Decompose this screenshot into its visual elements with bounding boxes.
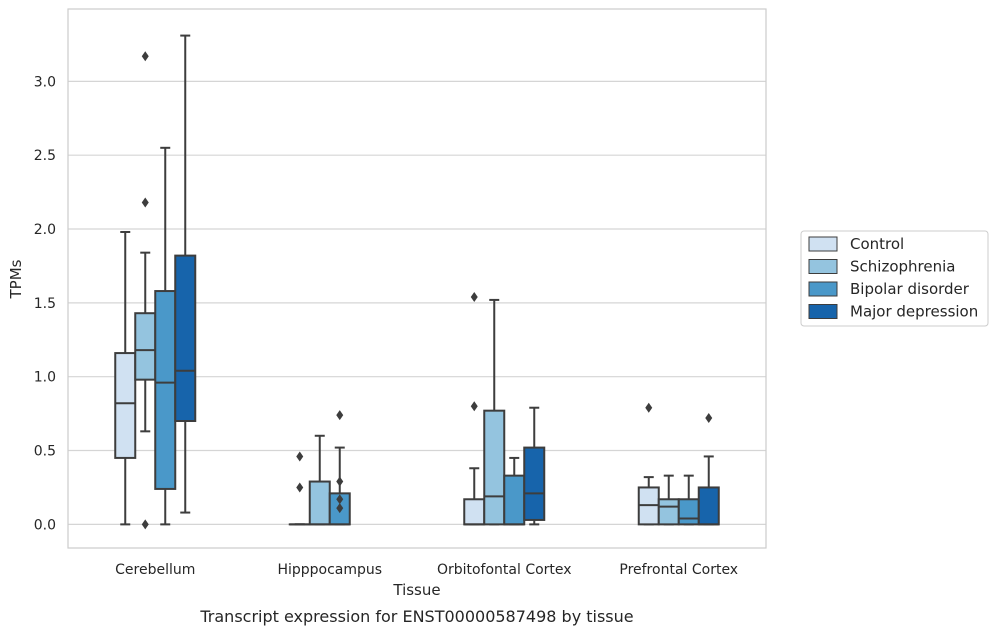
outlier-point — [336, 476, 344, 487]
y-tick-label: 0.0 — [34, 517, 56, 533]
outlier-point — [705, 413, 713, 424]
box-control — [114, 230, 137, 526]
box-plots — [114, 34, 720, 530]
x-tick-label: Prefrontal Cortex — [619, 562, 738, 578]
outlier-point — [470, 401, 478, 412]
box-iqr — [308, 480, 331, 526]
y-tick-label: 3.0 — [34, 74, 56, 90]
box-control — [463, 291, 486, 526]
legend-frame — [800, 230, 989, 327]
box-iqr — [463, 498, 486, 526]
legend-label: Bipolar disorder — [850, 280, 970, 298]
y-axis-label: TPMs — [7, 259, 25, 299]
box-major-depression — [174, 34, 197, 514]
box-control — [288, 451, 311, 526]
outlier-point — [470, 291, 478, 302]
box-bipolar-disorder — [328, 410, 351, 526]
legend-swatch — [808, 259, 838, 274]
box-bipolar-disorder — [677, 474, 700, 526]
legend-label: Schizophrenia — [850, 258, 955, 276]
outlier-point — [336, 503, 344, 514]
outlier-point — [336, 410, 344, 421]
outlier-point — [336, 494, 344, 505]
box-iqr — [503, 474, 526, 526]
y-tick-label: 2.0 — [34, 222, 56, 238]
box-schizophrenia — [483, 298, 506, 526]
y-tick-label: 2.5 — [34, 148, 56, 164]
x-tick-label: Orbitofontal Cortex — [437, 562, 572, 578]
legend: Control Schizophrenia Bipolar disorder Majo… — [800, 230, 989, 327]
outlier-point — [296, 451, 304, 462]
box-iqr — [523, 446, 546, 521]
x-tick-label: Cerebellum — [115, 562, 195, 578]
box-iqr — [657, 498, 680, 526]
legend-swatch — [808, 281, 838, 297]
box-iqr — [483, 409, 506, 526]
box-iqr — [134, 312, 157, 381]
box-schizophrenia — [134, 51, 157, 530]
box-bipolar-disorder — [503, 456, 526, 526]
box-control — [637, 402, 660, 526]
box-iqr — [677, 498, 700, 526]
box-bipolar-disorder — [154, 146, 177, 526]
outlier-point — [141, 51, 149, 62]
x-axis-label: Tissue — [392, 581, 440, 599]
outlier-point — [645, 402, 653, 413]
y-tick-labels: 0.0 0.5 1.0 1.5 2.0 2.5 3.0 — [34, 74, 56, 533]
outlier-point — [141, 519, 149, 530]
legend-label: Control — [850, 235, 904, 253]
box-iqr — [114, 352, 137, 459]
legend-label: Major depression — [850, 303, 978, 321]
box-iqr — [697, 486, 720, 526]
figure-caption: Transcript expression for ENST0000058749… — [199, 607, 633, 626]
plot-frame — [67, 8, 767, 549]
y-tick-label: 1.5 — [34, 296, 56, 312]
outlier-point — [296, 482, 304, 493]
y-tick-label: 1.0 — [34, 370, 56, 386]
x-tick-labels: Cerebellum Hipppocampus Orbitofontal Corte… — [115, 562, 738, 578]
outlier-point — [141, 197, 149, 208]
x-tick-label: Hipppocampus — [277, 562, 382, 578]
box-major-depression — [697, 413, 720, 526]
y-tick-label: 0.5 — [34, 444, 56, 460]
legend-swatch — [808, 304, 838, 319]
box-iqr — [174, 254, 197, 423]
box-major-depression — [523, 406, 546, 526]
legend-swatch — [808, 236, 838, 252]
box-schizophrenia — [657, 474, 680, 526]
box-iqr — [154, 290, 177, 490]
box-schizophrenia — [308, 434, 331, 526]
